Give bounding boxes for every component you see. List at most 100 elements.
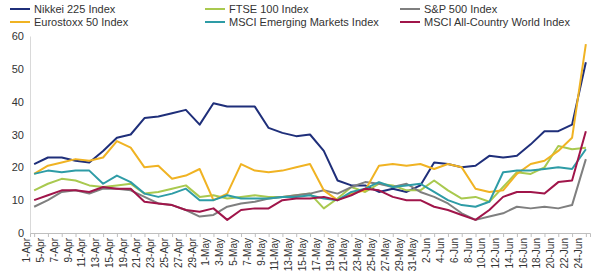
x-tick: 21-May <box>338 233 352 271</box>
x-tick: 20-Jun <box>545 233 559 269</box>
x-tick-mark <box>544 233 545 237</box>
x-tick-mark <box>282 233 283 237</box>
x-tick-mark <box>144 233 145 237</box>
x-tick: 1-May <box>200 233 214 266</box>
x-tick-mark <box>296 233 297 237</box>
x-tick-mark <box>227 233 228 237</box>
x-tick: 29-May <box>394 233 408 271</box>
x-tick-label: 29-Apr <box>187 237 198 268</box>
lines <box>34 44 586 220</box>
x-tick-label: 12-Jun <box>490 238 501 269</box>
x-tick-mark <box>434 233 435 237</box>
legend: Nikkei 225 Index FTSE 100 Index S&P 500 In… <box>10 3 570 28</box>
x-tick-mark <box>351 233 352 237</box>
x-tick-mark <box>241 233 242 237</box>
x-tick-label: 27-Apr <box>173 237 184 268</box>
x-tick-label: 13-Apr <box>90 237 101 268</box>
x-tick-label: 7-May <box>242 238 253 266</box>
x-tick: 16-Jun <box>518 233 532 269</box>
x-tick: 11-May <box>269 233 283 271</box>
x-tick: 7-Apr <box>49 233 63 262</box>
x-tick-mark <box>172 233 173 237</box>
y-tick: 10 <box>12 194 30 206</box>
x-tick-mark <box>448 233 449 237</box>
x-tick: 31-May <box>407 233 421 271</box>
x-tick-label: 25-Apr <box>159 237 170 268</box>
x-tick-mark <box>76 233 77 237</box>
x-tick-label: 1-Apr <box>21 237 32 262</box>
legend-swatch <box>400 21 420 23</box>
x-tick: 9-Apr <box>63 233 77 262</box>
legend-item: MSCI Emerging Markets Index <box>205 16 379 28</box>
x-tick: 12-Jun <box>490 233 504 269</box>
x-axis: 1-Apr5-Apr7-Apr9-Apr11-Apr13-Apr15-Apr19… <box>21 233 590 271</box>
x-tick-mark <box>462 233 463 237</box>
x-tick: 18-Jun <box>531 233 545 269</box>
x-tick-mark <box>103 233 104 237</box>
x-tick-label: 23-May <box>352 238 363 271</box>
y-tick: 50 <box>12 63 30 75</box>
x-tick-label: 29-May <box>394 238 405 271</box>
legend-item: Nikkei 225 Index <box>10 3 116 15</box>
legend-label: MSCI All-Country World Index <box>424 16 570 28</box>
x-tick-mark <box>200 233 201 237</box>
x-tick-label: 31-May <box>407 238 418 271</box>
x-tick-label: 5-May <box>228 238 239 266</box>
x-tick: 5-Apr <box>35 233 49 262</box>
x-tick-label: 21-Apr <box>131 237 142 268</box>
x-tick-label: 22-Jun <box>559 238 570 269</box>
x-tick-label: 25-May <box>366 238 377 271</box>
x-tick: 3-May <box>214 233 228 266</box>
x-tick-label: 11-Apr <box>76 237 87 267</box>
x-tick-mark <box>338 233 339 237</box>
x-axis-line <box>31 234 591 238</box>
x-tick-label: 27-May <box>380 238 391 271</box>
y-tick: 30 <box>12 129 30 141</box>
y-tick-label: 50 <box>12 63 24 75</box>
y-tick: 0 <box>18 227 30 239</box>
x-tick-mark <box>158 233 159 237</box>
series-line <box>34 131 586 220</box>
x-tick-mark <box>48 233 49 237</box>
x-tick-label: 14-Jun <box>504 238 515 269</box>
x-tick-label: 9-May <box>256 238 267 266</box>
x-tick-label: 9-Apr <box>63 237 74 262</box>
legend-label: S&P 500 Index <box>424 3 498 15</box>
chart: 01020304050601-Apr5-Apr7-Apr9-Apr11-Apr1… <box>0 0 602 277</box>
x-tick-label: 10-Jun <box>476 238 487 269</box>
legend-swatch <box>400 8 420 10</box>
x-tick: 25-May <box>366 233 380 271</box>
x-tick: 8-Jun <box>463 233 477 263</box>
x-tick: 21-Apr <box>131 233 145 268</box>
y-tick-label: 60 <box>12 30 24 42</box>
x-tick-mark <box>324 233 325 237</box>
legend-item: Eurostoxx 50 Index <box>10 16 129 28</box>
x-tick-mark <box>255 233 256 237</box>
y-axis: 0 10 20 30 40 50 60 <box>12 30 31 239</box>
x-tick-label: 16-Jun <box>518 238 529 269</box>
x-tick-label: 1-May <box>200 238 211 266</box>
x-tick-label: 13-May <box>283 238 294 271</box>
x-tick: 2-Jun <box>421 233 435 263</box>
x-tick: 23-Apr <box>145 233 159 268</box>
x-tick: 13-May <box>283 233 297 271</box>
x-tick-label: 15-Apr <box>104 237 115 268</box>
x-tick-mark <box>365 233 366 237</box>
x-tick-mark <box>586 233 587 237</box>
x-tick: 9-May <box>256 233 270 266</box>
y-tick-label: 20 <box>12 161 24 173</box>
x-tick-label: 11-May <box>269 238 280 271</box>
x-tick-mark <box>420 233 421 237</box>
x-tick: 15-Apr <box>104 233 118 268</box>
y-tick: 40 <box>12 96 30 108</box>
x-tick-mark <box>117 233 118 237</box>
x-tick: 14-Jun <box>504 233 518 269</box>
x-tick-label: 3-May <box>214 238 225 266</box>
legend-item: FTSE 100 Index <box>205 3 309 15</box>
y-tick-label: 0 <box>18 227 24 239</box>
y-tick: 60 <box>12 30 30 42</box>
x-tick: 29-Apr <box>187 233 201 268</box>
x-tick: 5-May <box>228 233 242 266</box>
x-tick-label: 21-May <box>338 238 349 271</box>
legend-swatch <box>205 21 225 23</box>
